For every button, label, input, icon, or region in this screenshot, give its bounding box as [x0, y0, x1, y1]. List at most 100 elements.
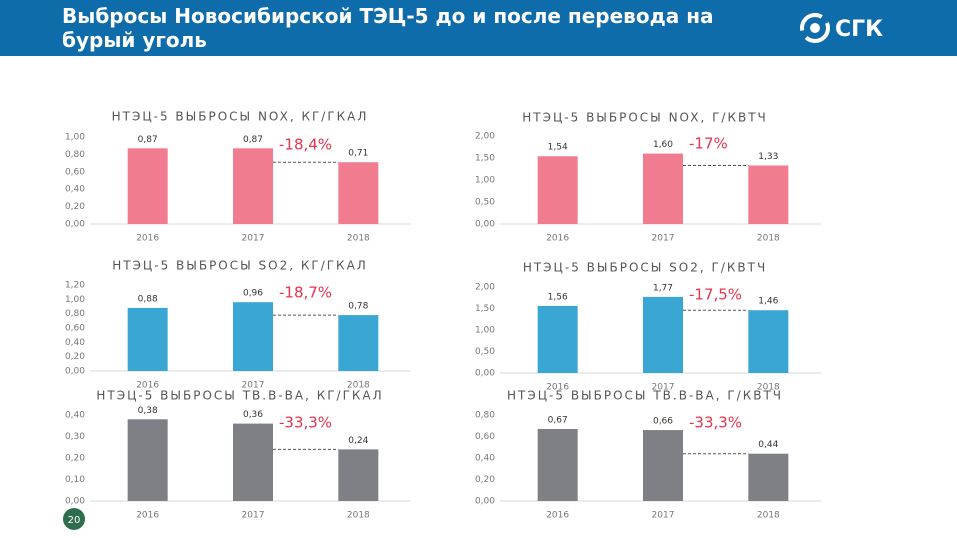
x-tick-label: 2018 — [347, 511, 370, 521]
y-tick-label: 0,30 — [65, 432, 85, 442]
y-tick-label: 0,60 — [65, 324, 85, 334]
y-tick-label: 0,00 — [475, 497, 495, 507]
chart-title: НТЭЦ-5 ВЫБРОСЫ NOX, КГ/ГКАЛ — [112, 110, 369, 124]
bar — [338, 449, 379, 501]
y-tick-label: 0,20 — [65, 454, 85, 464]
bar — [748, 165, 789, 224]
y-tick-label: 0,60 — [475, 432, 495, 442]
value-label: 0,38 — [138, 406, 158, 416]
y-tick-label: 1,00 — [475, 176, 495, 186]
value-label: 0,67 — [548, 415, 568, 425]
y-tick-label: 0,40 — [65, 411, 85, 421]
y-tick-label: 1,00 — [65, 295, 85, 305]
bar — [537, 428, 578, 501]
y-tick-label: 0,40 — [475, 454, 495, 464]
y-tick-label: 0,40 — [65, 185, 85, 195]
value-label: 1,56 — [548, 292, 568, 302]
value-label: 0,78 — [348, 302, 368, 312]
x-tick-label: 2018 — [347, 381, 370, 391]
value-label: 1,33 — [758, 152, 778, 162]
bar — [643, 153, 683, 224]
chart-title: НТЭЦ-5 ВЫБРОСЫ SO2, Г/КВТЧ — [523, 261, 767, 275]
value-label: 0,66 — [653, 417, 673, 427]
logo: СГК — [800, 13, 883, 43]
x-tick-label: 2017 — [242, 381, 265, 391]
change-annotation: -17% — [689, 135, 728, 153]
y-tick-label: 0,20 — [65, 352, 85, 362]
x-tick-label: 2017 — [242, 234, 265, 244]
bar — [233, 302, 273, 371]
y-tick-label: 1,00 — [65, 133, 85, 143]
slide-title: Выбросы Новосибирской ТЭЦ-5 до и после п… — [62, 4, 714, 52]
page-number: 20 — [68, 515, 81, 526]
x-tick-label: 2017 — [652, 383, 675, 393]
y-tick-label: 0,80 — [65, 150, 85, 160]
y-tick-label: 1,50 — [475, 154, 495, 164]
y-tick-label: 0,00 — [65, 497, 85, 507]
chart-title: НТЭЦ-5 ВЫБРОСЫ NOX, Г/КВТЧ — [522, 111, 768, 125]
bar — [233, 423, 273, 501]
x-tick-label: 2016 — [136, 234, 159, 244]
y-tick-label: 0,00 — [475, 369, 495, 379]
x-tick-label: 2016 — [136, 381, 159, 391]
y-tick-label: 0,00 — [65, 220, 85, 230]
bar — [537, 156, 578, 224]
y-tick-label: 0,80 — [65, 309, 85, 319]
change-annotation: -18,7% — [279, 284, 332, 302]
change-annotation: -33,3% — [689, 414, 742, 432]
x-tick-label: 2016 — [546, 234, 569, 244]
x-tick-label: 2018 — [757, 511, 780, 521]
bar — [338, 162, 379, 224]
y-tick-label: 0,80 — [475, 411, 495, 421]
bar — [748, 453, 789, 501]
bar — [127, 307, 168, 371]
y-tick-label: 0,00 — [475, 220, 495, 230]
value-label: 0,44 — [758, 440, 778, 450]
y-tick-label: 2,00 — [475, 283, 495, 293]
logo-text: СГК — [835, 17, 883, 42]
y-tick-label: 1,20 — [65, 281, 85, 291]
x-tick-label: 2018 — [757, 234, 780, 244]
y-tick-label: 1,50 — [475, 304, 495, 314]
y-tick-label: 0,20 — [65, 202, 85, 212]
value-label: 1,77 — [653, 283, 673, 293]
x-tick-label: 2016 — [136, 511, 159, 521]
bar — [537, 305, 578, 373]
x-tick-label: 2017 — [652, 511, 675, 521]
header-bar — [0, 0, 957, 56]
value-label: 0,71 — [348, 149, 368, 159]
bar — [643, 296, 683, 373]
value-label: 0,96 — [243, 289, 263, 299]
y-tick-label: 2,00 — [475, 132, 495, 142]
x-tick-label: 2016 — [546, 511, 569, 521]
y-tick-label: 0,50 — [475, 198, 495, 208]
value-label: 0,36 — [243, 410, 263, 420]
value-label: 1,46 — [758, 297, 778, 307]
y-tick-label: 1,00 — [475, 326, 495, 336]
value-label: 1,60 — [653, 140, 673, 150]
y-tick-label: 0,10 — [65, 475, 85, 485]
page-badge — [63, 508, 85, 530]
value-label: 0,24 — [348, 436, 368, 446]
y-tick-label: 0,60 — [65, 167, 85, 177]
y-tick-label: 0,20 — [475, 475, 495, 485]
x-tick-label: 2018 — [347, 234, 370, 244]
x-tick-label: 2018 — [757, 383, 780, 393]
bar — [233, 148, 273, 224]
bar — [127, 419, 168, 501]
change-annotation: -17,5% — [689, 286, 742, 304]
bar — [748, 310, 789, 373]
chart-title: НТЭЦ-5 ВЫБРОСЫ SO2, КГ/ГКАЛ — [112, 259, 368, 273]
bar — [338, 315, 379, 371]
bar — [127, 148, 168, 224]
x-tick-label: 2017 — [242, 511, 265, 521]
bar — [643, 430, 683, 501]
value-label: 0,88 — [138, 294, 158, 304]
x-tick-label: 2016 — [546, 383, 569, 393]
x-tick-label: 2017 — [652, 234, 675, 244]
value-label: 1,54 — [548, 143, 568, 153]
value-label: 0,87 — [138, 135, 158, 145]
y-tick-label: 0,50 — [475, 347, 495, 357]
chart-title: НТЭЦ-5 ВЫБРОСЫ ТВ.В-ВА, Г/КВТЧ — [507, 389, 783, 403]
